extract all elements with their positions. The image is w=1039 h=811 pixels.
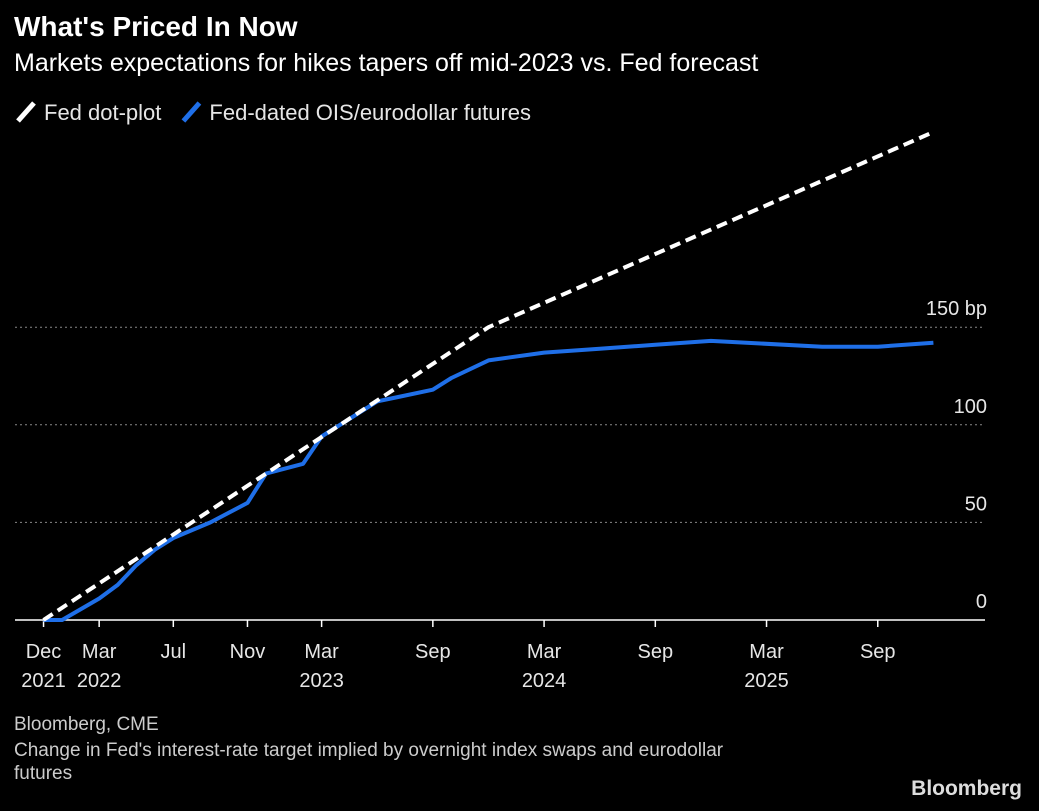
y-tick-label: 0 <box>976 591 987 613</box>
x-tick-sublabel: 2022 <box>77 670 122 692</box>
note: Change in Fed's interest-rate target imp… <box>14 740 724 784</box>
x-tick-label: Jul <box>161 641 187 663</box>
legend-label: Fed-dated OIS/eurodollar futures <box>209 100 531 125</box>
x-tick-sublabel: 2021 <box>21 670 66 692</box>
legend-swatch <box>16 101 36 123</box>
x-tick-sublabel: 2024 <box>522 670 567 692</box>
x-tick-label: Dec <box>26 641 62 663</box>
x-tick-label: Sep <box>638 641 674 663</box>
y-tick-label: 50 <box>965 493 987 515</box>
legend-swatch <box>181 101 202 123</box>
legend-label: Fed dot-plot <box>44 100 161 125</box>
x-tick-label: Mar <box>749 641 784 663</box>
source: Bloomberg, CME <box>14 714 159 735</box>
x-tick-label: Sep <box>415 641 451 663</box>
x-tick-sublabel: 2023 <box>299 670 344 692</box>
series-line <box>42 130 935 622</box>
chart-title: What's Priced In Now <box>14 11 298 42</box>
y-tick-label: 150 bp <box>926 298 987 320</box>
x-tick-label: Sep <box>860 641 896 663</box>
x-tick-label: Mar <box>82 641 117 663</box>
x-tick-label: Mar <box>527 641 562 663</box>
note-box: Change in Fed's interest-rate target imp… <box>14 740 724 784</box>
x-tick-sublabel: 2025 <box>744 670 789 692</box>
y-tick-label: 100 <box>954 396 987 418</box>
brand: Bloomberg <box>911 777 1022 800</box>
chart-subtitle: Markets expectations for hikes tapers of… <box>14 49 758 77</box>
x-tick-label: Nov <box>230 641 266 663</box>
x-tick-label: Mar <box>304 641 339 663</box>
